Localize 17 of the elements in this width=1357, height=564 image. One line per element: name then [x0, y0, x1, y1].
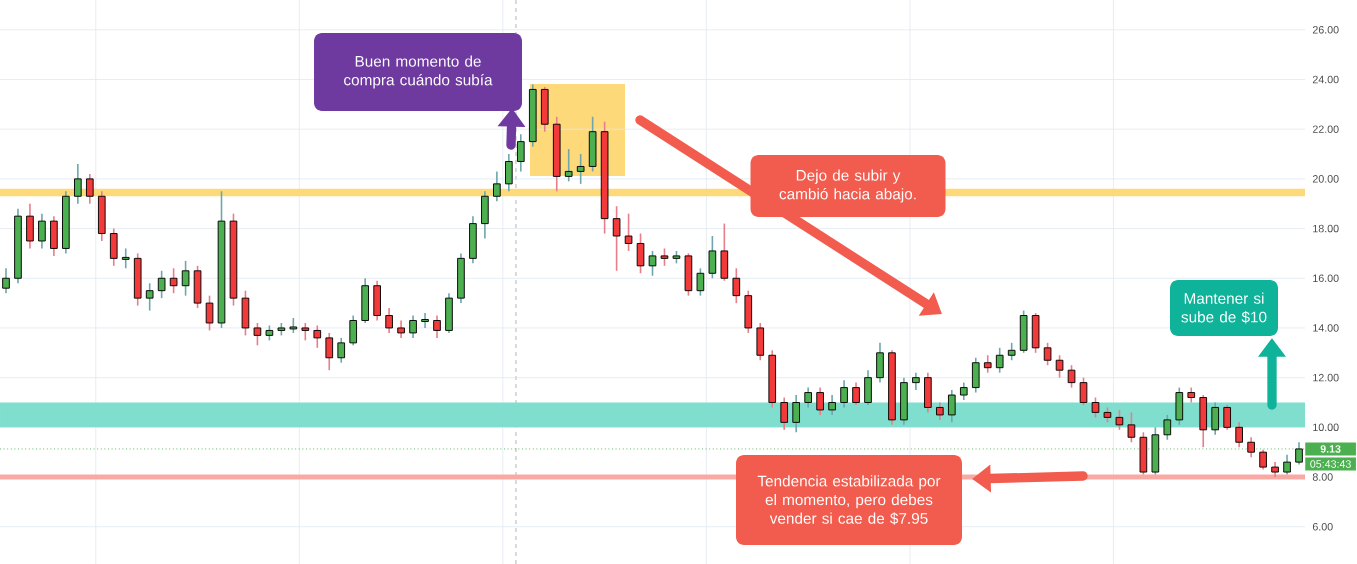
annotation: Dejo de subir y cambió hacia abajo. [779, 169, 916, 203]
y-tick-label: 20.00 [1312, 175, 1339, 183]
y-tick-label: 24.00 [1312, 75, 1339, 84]
annotation: Mantener si sube de $10 [1181, 292, 1267, 324]
y-tick-label: 16.00 [1313, 274, 1339, 283]
y-tick-label: 14.00 [1313, 324, 1339, 332]
y-tick-label: 18.00 [1313, 224, 1339, 233]
y-tick-label: 26.00 [1312, 26, 1339, 34]
y-tick-label: 10.00 [1313, 423, 1339, 432]
annotation: Tendencia estabilizada por el momento, pero debes vender si cae de $7.95 [757, 475, 941, 525]
y-tick-label: 12.00 [1313, 373, 1339, 382]
annotation: Buen momento de compra cuándo subía [344, 55, 493, 89]
y-tick-label: 8.00 [1312, 473, 1333, 481]
text: 05:43:43 [1310, 460, 1351, 468]
y-tick-label: 6.00 [1312, 522, 1333, 531]
ref-line-label: 9.13 [1320, 445, 1341, 453]
y-tick-label: 22.00 [1312, 125, 1339, 133]
